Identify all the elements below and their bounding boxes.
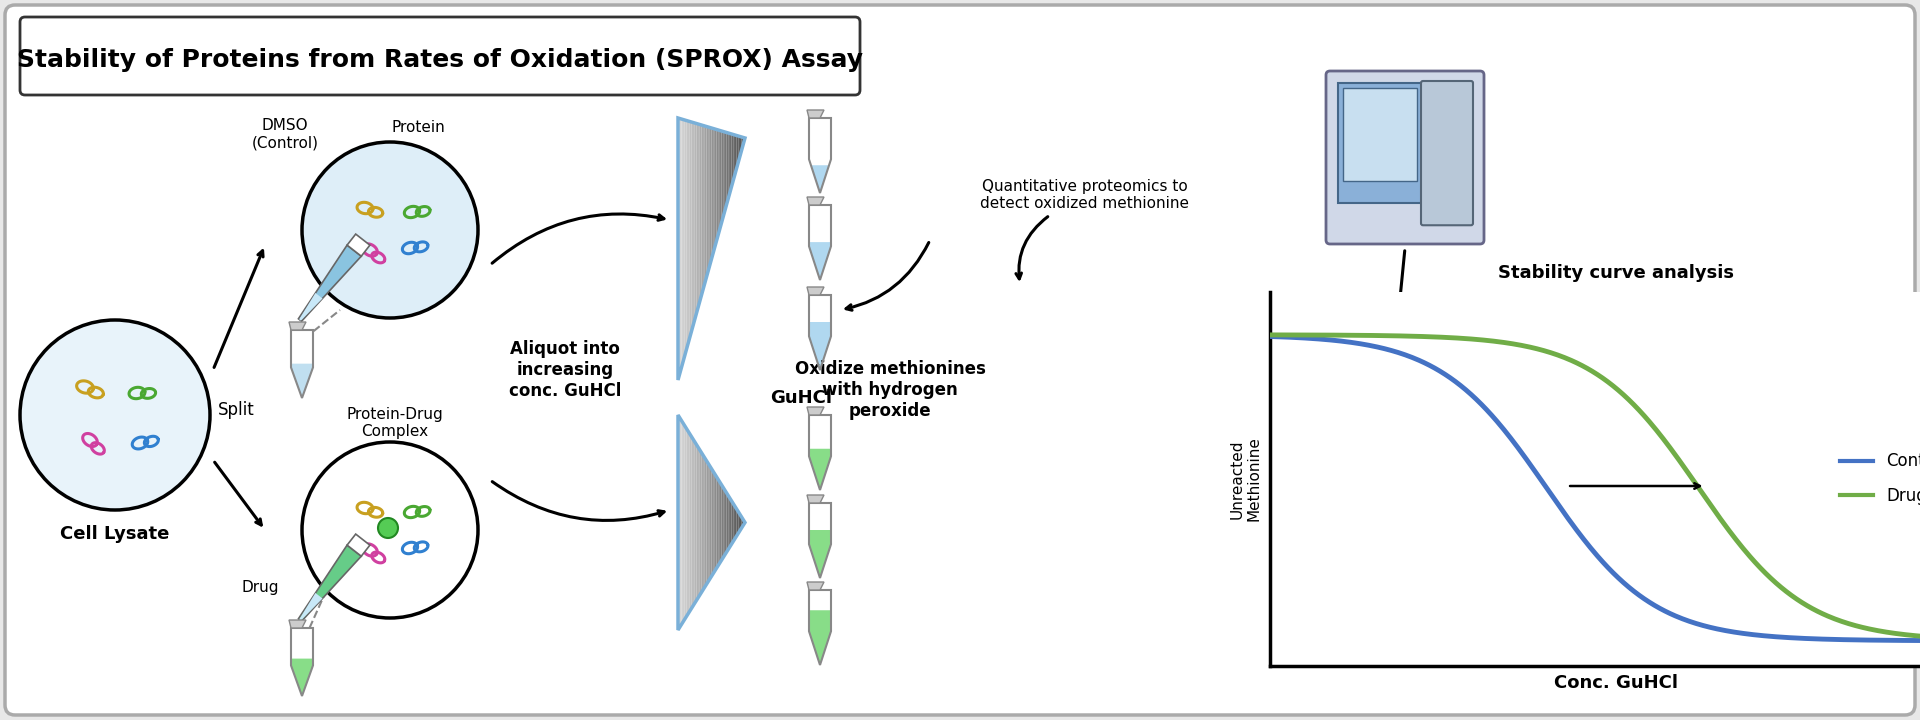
Polygon shape (292, 364, 313, 398)
Text: Protein: Protein (392, 120, 445, 135)
Text: Stability of Proteins from Rates of Oxidation (SPROX) Assay: Stability of Proteins from Rates of Oxid… (17, 48, 862, 72)
Polygon shape (806, 582, 824, 590)
Circle shape (301, 142, 478, 318)
Polygon shape (808, 118, 831, 193)
FancyBboxPatch shape (1327, 71, 1484, 244)
Polygon shape (806, 495, 824, 503)
Polygon shape (300, 593, 323, 621)
FancyBboxPatch shape (19, 17, 860, 95)
Polygon shape (292, 659, 313, 696)
Polygon shape (298, 545, 361, 621)
Polygon shape (806, 197, 824, 205)
FancyBboxPatch shape (1421, 81, 1473, 225)
Title: Stability curve analysis: Stability curve analysis (1498, 264, 1734, 282)
Polygon shape (292, 628, 313, 696)
Polygon shape (808, 503, 831, 578)
Polygon shape (808, 322, 831, 370)
Polygon shape (292, 330, 313, 398)
Polygon shape (806, 287, 824, 295)
Polygon shape (808, 590, 831, 665)
Text: Cell Lysate: Cell Lysate (60, 525, 169, 543)
Polygon shape (348, 534, 371, 556)
Text: Aliquot into
increasing
conc. GuHCl: Aliquot into increasing conc. GuHCl (509, 340, 622, 400)
Circle shape (301, 442, 478, 618)
Text: Drug: Drug (242, 580, 278, 595)
Polygon shape (290, 322, 305, 330)
X-axis label: Conc. GuHCl: Conc. GuHCl (1553, 675, 1678, 693)
Text: Protein-Drug
Complex: Protein-Drug Complex (348, 407, 444, 439)
Polygon shape (806, 110, 824, 118)
Circle shape (378, 518, 397, 538)
FancyBboxPatch shape (1342, 88, 1417, 181)
Polygon shape (808, 415, 831, 490)
Polygon shape (806, 407, 824, 415)
Polygon shape (290, 620, 305, 628)
Text: DMSO
(Control): DMSO (Control) (252, 118, 319, 150)
FancyBboxPatch shape (1338, 83, 1425, 202)
Y-axis label: Unreacted
Methionine: Unreacted Methionine (1229, 436, 1261, 521)
Polygon shape (808, 242, 831, 280)
Text: Oxidize methionines
with hydrogen
peroxide: Oxidize methionines with hydrogen peroxi… (795, 360, 985, 420)
Text: GuHCl: GuHCl (770, 389, 831, 407)
Polygon shape (808, 449, 831, 490)
Circle shape (19, 320, 209, 510)
Polygon shape (808, 295, 831, 370)
Polygon shape (808, 205, 831, 280)
Text: Split: Split (219, 401, 255, 419)
Polygon shape (298, 245, 361, 321)
Polygon shape (808, 530, 831, 578)
Polygon shape (348, 234, 371, 256)
Polygon shape (808, 611, 831, 665)
FancyBboxPatch shape (6, 5, 1914, 715)
Polygon shape (810, 166, 829, 193)
Legend: Control, Drug: Control, Drug (1834, 446, 1920, 512)
Text: Quantitative proteomics to
detect oxidized methionine: Quantitative proteomics to detect oxidiz… (981, 179, 1190, 211)
Polygon shape (300, 293, 323, 320)
